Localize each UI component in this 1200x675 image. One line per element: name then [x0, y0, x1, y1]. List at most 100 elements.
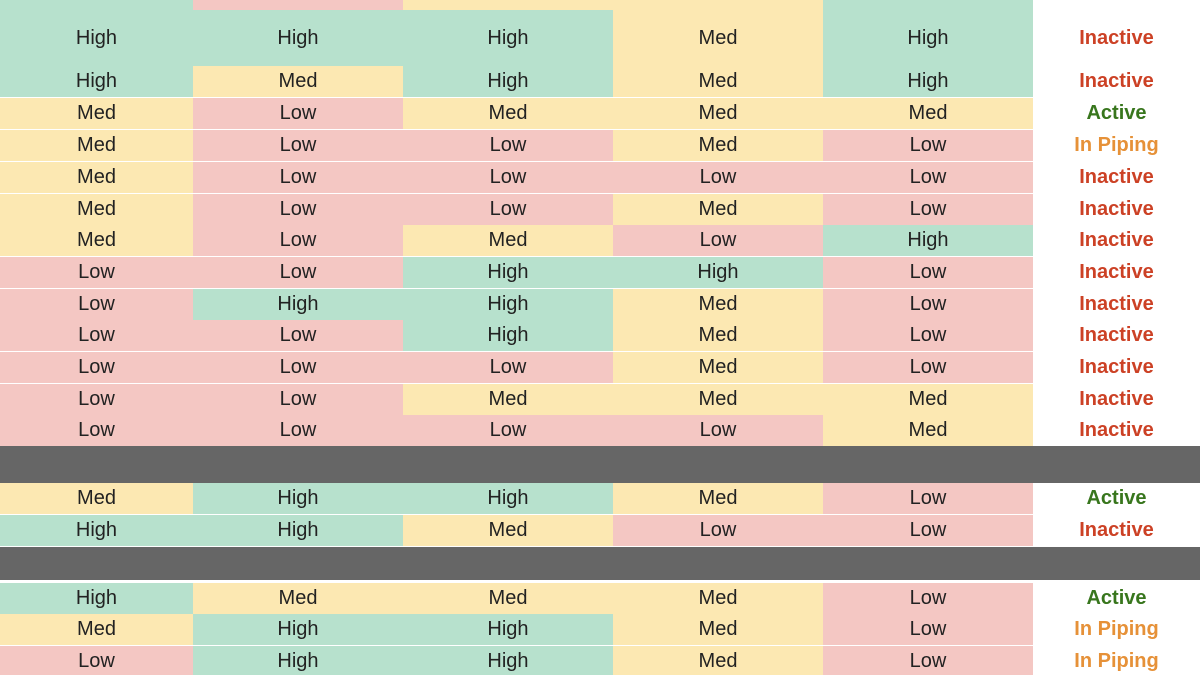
rating-cell[interactable]: Med [613, 483, 823, 514]
status-cell[interactable]: Inactive [1033, 66, 1200, 97]
rating-cell[interactable]: Med [613, 614, 823, 645]
partial-cell[interactable] [0, 0, 193, 10]
rating-cell[interactable]: High [193, 289, 403, 320]
rating-cell[interactable]: High [823, 10, 1033, 66]
rating-cell[interactable]: Low [823, 130, 1033, 161]
status-cell[interactable]: Inactive [1033, 289, 1200, 320]
status-cell[interactable]: Inactive [1033, 194, 1200, 225]
rating-cell[interactable]: High [403, 483, 613, 514]
rating-cell[interactable]: High [403, 10, 613, 66]
rating-cell[interactable]: High [403, 614, 613, 645]
status-cell[interactable]: Active [1033, 583, 1200, 614]
partial-cell[interactable] [403, 0, 613, 10]
rating-cell[interactable]: Low [193, 162, 403, 193]
rating-cell[interactable]: Low [0, 384, 193, 415]
status-cell[interactable]: Active [1033, 483, 1200, 514]
status-cell[interactable]: In Piping [1033, 646, 1200, 675]
rating-cell[interactable]: Med [613, 646, 823, 675]
status-cell[interactable]: In Piping [1033, 130, 1200, 161]
rating-cell[interactable]: High [0, 66, 193, 97]
rating-cell[interactable]: Low [0, 289, 193, 320]
rating-cell[interactable]: Low [403, 130, 613, 161]
status-cell[interactable]: Inactive [1033, 320, 1200, 351]
rating-cell[interactable]: Med [0, 614, 193, 645]
rating-cell[interactable]: Med [193, 66, 403, 97]
rating-cell[interactable]: Low [823, 194, 1033, 225]
rating-cell[interactable]: Low [823, 320, 1033, 351]
rating-cell[interactable]: Low [823, 352, 1033, 383]
rating-cell[interactable]: Low [613, 515, 823, 546]
rating-cell[interactable]: Med [613, 130, 823, 161]
rating-cell[interactable]: Low [403, 415, 613, 446]
rating-cell[interactable]: High [0, 515, 193, 546]
rating-cell[interactable]: Med [613, 66, 823, 97]
rating-cell[interactable]: High [403, 66, 613, 97]
rating-cell[interactable]: Med [613, 583, 823, 614]
rating-cell[interactable]: Low [823, 257, 1033, 288]
rating-cell[interactable]: Low [613, 225, 823, 256]
status-cell[interactable]: Inactive [1033, 515, 1200, 546]
rating-cell[interactable]: Med [823, 415, 1033, 446]
rating-cell[interactable]: Med [0, 98, 193, 129]
rating-cell[interactable]: Low [0, 415, 193, 446]
rating-cell[interactable]: Low [613, 415, 823, 446]
status-cell[interactable]: Inactive [1033, 415, 1200, 446]
status-cell[interactable]: Active [1033, 98, 1200, 129]
rating-cell[interactable]: Med [0, 225, 193, 256]
status-cell[interactable]: Inactive [1033, 10, 1200, 66]
rating-cell[interactable]: Low [193, 130, 403, 161]
rating-cell[interactable]: Med [403, 384, 613, 415]
rating-cell[interactable]: Med [0, 162, 193, 193]
rating-cell[interactable]: Low [823, 614, 1033, 645]
rating-cell[interactable]: High [613, 257, 823, 288]
rating-cell[interactable]: Med [403, 583, 613, 614]
rating-cell[interactable]: High [0, 10, 193, 66]
rating-cell[interactable]: Low [823, 483, 1033, 514]
rating-cell[interactable]: Med [823, 98, 1033, 129]
rating-cell[interactable]: Med [403, 98, 613, 129]
rating-cell[interactable]: Med [403, 225, 613, 256]
rating-cell[interactable]: High [193, 483, 403, 514]
rating-cell[interactable]: Med [613, 352, 823, 383]
rating-cell[interactable]: Low [0, 320, 193, 351]
rating-cell[interactable]: Low [823, 515, 1033, 546]
rating-cell[interactable]: High [193, 646, 403, 675]
status-cell[interactable]: Inactive [1033, 162, 1200, 193]
rating-cell[interactable]: Med [0, 194, 193, 225]
partial-cell[interactable] [193, 0, 403, 10]
rating-cell[interactable]: High [403, 257, 613, 288]
rating-cell[interactable]: Low [0, 257, 193, 288]
rating-cell[interactable]: Low [193, 384, 403, 415]
rating-cell[interactable]: Low [613, 162, 823, 193]
rating-cell[interactable]: High [0, 583, 193, 614]
rating-cell[interactable]: Med [403, 515, 613, 546]
rating-cell[interactable]: Low [193, 98, 403, 129]
rating-cell[interactable]: Low [403, 352, 613, 383]
rating-cell[interactable]: Med [613, 320, 823, 351]
status-cell[interactable]: Inactive [1033, 257, 1200, 288]
rating-cell[interactable]: Low [193, 194, 403, 225]
rating-cell[interactable]: Low [193, 257, 403, 288]
rating-cell[interactable]: Med [0, 483, 193, 514]
partial-cell[interactable] [613, 0, 823, 10]
rating-cell[interactable]: Low [193, 320, 403, 351]
rating-cell[interactable]: Low [193, 225, 403, 256]
status-cell[interactable]: Inactive [1033, 225, 1200, 256]
rating-cell[interactable]: Low [403, 194, 613, 225]
rating-cell[interactable]: High [193, 10, 403, 66]
rating-cell[interactable]: Low [193, 352, 403, 383]
rating-cell[interactable]: High [823, 225, 1033, 256]
rating-cell[interactable]: Low [823, 162, 1033, 193]
status-cell[interactable]: Inactive [1033, 384, 1200, 415]
rating-cell[interactable]: High [403, 289, 613, 320]
rating-cell[interactable]: Low [403, 162, 613, 193]
rating-cell[interactable]: Med [0, 130, 193, 161]
partial-cell[interactable] [823, 0, 1033, 10]
rating-cell[interactable]: Low [0, 646, 193, 675]
rating-cell[interactable]: Med [823, 384, 1033, 415]
rating-cell[interactable]: Med [613, 98, 823, 129]
rating-cell[interactable]: Low [823, 289, 1033, 320]
rating-cell[interactable]: Low [823, 646, 1033, 675]
rating-cell[interactable]: Med [613, 194, 823, 225]
rating-cell[interactable]: High [193, 515, 403, 546]
